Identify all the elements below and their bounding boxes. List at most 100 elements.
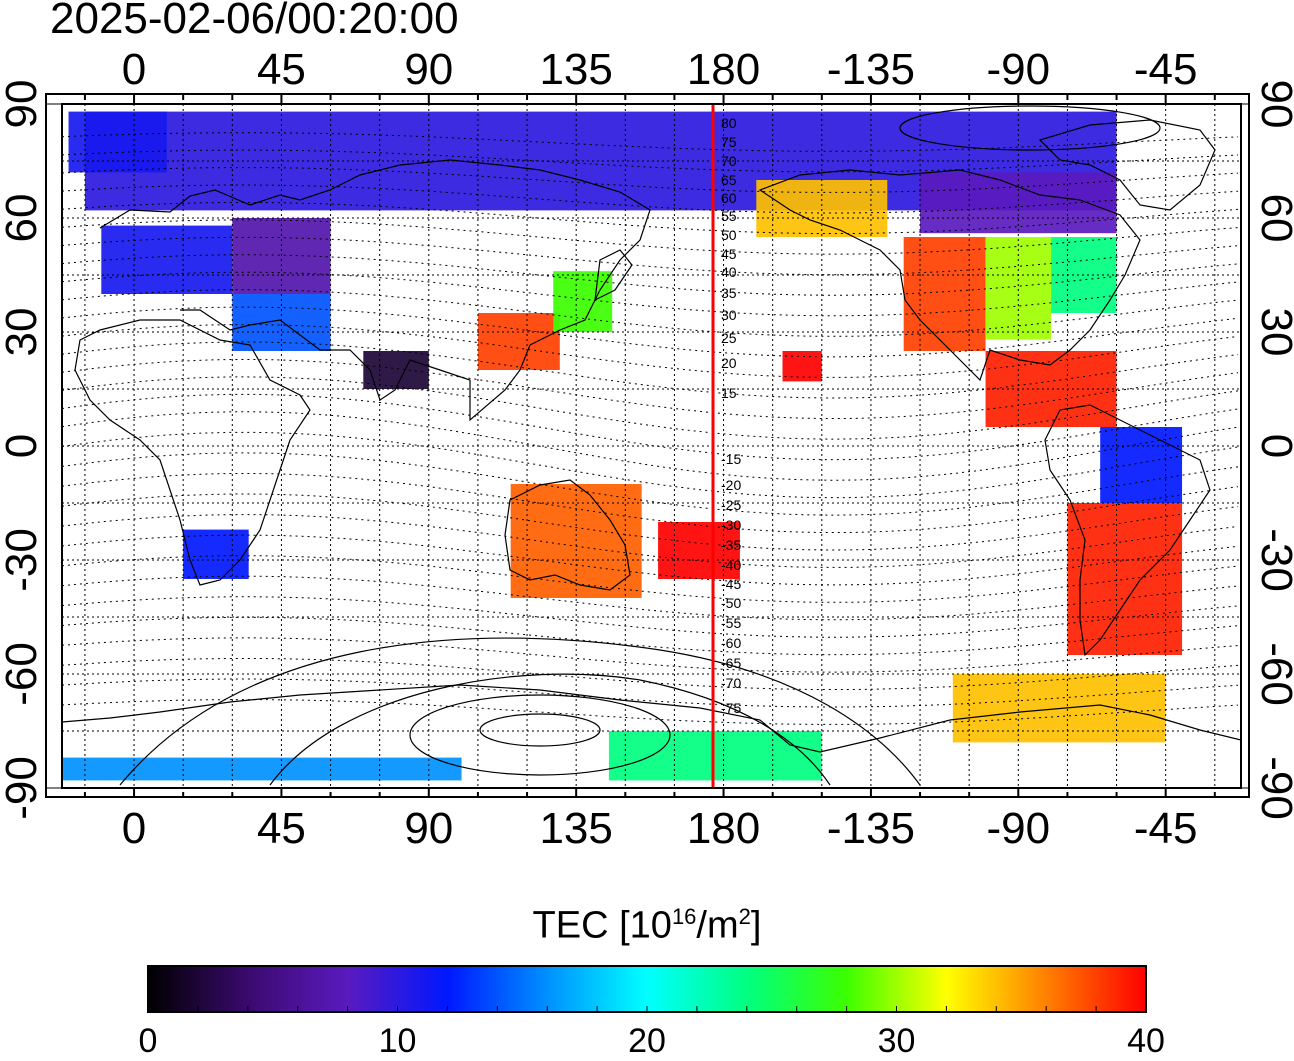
magnetic-latitude-line: [62, 236, 1239, 276]
colorbar-gradient: [147, 965, 1147, 1013]
magnetic-latitude-line: [62, 699, 1239, 725]
colorbar-title-exponent: 16: [671, 904, 697, 929]
coastline-greenland: [1038, 119, 1216, 211]
magnetic-latitude-line: [62, 575, 1239, 621]
right-lat-label: 60: [1252, 194, 1294, 243]
colorbar-ticks: [147, 1006, 1147, 1012]
magnetic-latitude-line: [62, 493, 1239, 551]
mag-lat-label: -20: [721, 477, 741, 493]
bottom-lon-label: 180: [687, 804, 760, 853]
tec-patch: [232, 294, 331, 351]
mag-lat-label: 40: [721, 264, 737, 280]
mag-lat-label: -25: [721, 497, 741, 513]
magnetic-latitude-line: [62, 271, 1239, 317]
mag-lat-label: 50: [721, 227, 737, 243]
magnetic-latitude-lines: [62, 132, 1239, 725]
south-magnetic-pole-contour-mid: [409, 694, 671, 776]
right-lat-label: 30: [1252, 308, 1294, 357]
colorbar-tick-label: 0: [138, 1022, 158, 1060]
mag-lat-label: 80: [721, 115, 737, 131]
coastlines: [62, 119, 1241, 753]
north-magnetic-pole-contour: [899, 105, 1161, 151]
magnetic-pole-contours: [119, 105, 1161, 786]
mag-lat-label: 45: [721, 246, 737, 262]
magnetic-latitude-line: [62, 376, 1239, 440]
mag-lat-label: 70: [721, 153, 737, 169]
mag-lat-label: 35: [721, 285, 737, 301]
tec-patch: [756, 180, 888, 237]
tec-patch: [608, 731, 822, 781]
magnetic-latitude-line: [62, 184, 1239, 214]
magnetic-latitude-line: [62, 678, 1239, 708]
magnetic-latitude-line: [62, 132, 1239, 152]
coastline-antarctica: [62, 684, 1241, 753]
mag-lat-label: -70: [721, 675, 741, 691]
tec-patch: [62, 757, 462, 781]
tec-patch: [920, 172, 1117, 234]
top-lon-label: -90: [987, 45, 1051, 94]
mag-lat-label: -55: [721, 615, 741, 631]
mag-lat-label: 60: [721, 190, 737, 206]
bottom-lon-label: 135: [539, 804, 612, 853]
south-magnetic-pole-contour-outer2: [119, 637, 921, 786]
mag-lat-label: 25: [721, 330, 737, 346]
mag-lat-label: -50: [721, 595, 741, 611]
mag-lat-label: -15: [721, 451, 741, 467]
tec-patch: [1067, 503, 1183, 655]
magnetic-latitude-line: [62, 596, 1239, 638]
magnetic-latitude-line: [62, 452, 1239, 516]
tec-patch: [782, 351, 822, 382]
tec-patch: [183, 529, 249, 579]
top-lon-label: -45: [1134, 45, 1198, 94]
coastline-australia: [504, 479, 631, 591]
tec-patch: [1100, 427, 1183, 503]
mag-lat-label: -60: [721, 635, 741, 651]
magnetic-latitude-labels: 80 75 70 65 60 55 50 45 40 35 30 25 20 15 -15 -20 -25 -30…: [721, 115, 741, 716]
colorbar-title-unit-exponent: 2: [738, 904, 751, 929]
right-axis-bar: [1240, 103, 1250, 789]
graticule: [62, 104, 1241, 788]
top-lon-label: 135: [539, 45, 612, 94]
mag-lat-label: -45: [721, 576, 741, 592]
colorbar-tick-label: 30: [877, 1022, 916, 1060]
colorbar-tick-label: 40: [1127, 1022, 1165, 1060]
bottom-axis-bar: [45, 787, 1250, 798]
coastline-europe: [99, 159, 651, 422]
left-axis-bar: [45, 103, 63, 789]
south-magnetic-pole-contour-inner: [479, 713, 601, 747]
colorbar-tick-label: 20: [628, 1022, 666, 1060]
top-lon-label: -135: [827, 45, 915, 94]
tec-patch: [363, 351, 429, 389]
right-lat-label: -60: [1252, 642, 1294, 706]
tec-patch: [101, 225, 233, 294]
mag-lat-label: 55: [721, 208, 737, 224]
bottom-lon-label: 90: [404, 804, 453, 853]
magnetic-latitude-line: [62, 637, 1239, 673]
coastline-north-america: [758, 169, 1141, 382]
magnetic-latitude-line: [62, 149, 1239, 173]
tec-patch: [477, 313, 560, 370]
left-lat-label: -90: [0, 756, 46, 820]
tec-patch: [903, 237, 986, 351]
coastline-south-america: [1044, 404, 1211, 657]
magnetic-latitude-line: [62, 167, 1239, 193]
top-lon-label: 45: [257, 45, 306, 94]
left-lat-label: -30: [0, 528, 46, 592]
magnetic-latitude-line: [62, 341, 1239, 399]
mag-lat-label: -75: [721, 700, 741, 716]
left-lat-label: 60: [0, 194, 46, 243]
bottom-lon-label: -135: [827, 804, 915, 853]
right-lat-label: -30: [1252, 528, 1294, 592]
colorbar-title-prefix: TEC [10: [532, 904, 672, 947]
magnetic-latitude-line: [62, 473, 1239, 533]
coastline-africa: [74, 319, 311, 586]
colorbar-title: TEC [1016/m2]: [0, 904, 1294, 948]
top-lon-label: 0: [122, 45, 146, 94]
mag-lat-label: -65: [721, 655, 741, 671]
axis-tick-bars: [45, 93, 1250, 798]
magnetic-latitude-line: [62, 202, 1239, 234]
mag-lat-label: 15: [721, 385, 737, 401]
mag-lat-label: 75: [721, 134, 737, 150]
mag-lat-label: 30: [721, 307, 737, 323]
colorbar-tick-label: 10: [378, 1022, 417, 1060]
